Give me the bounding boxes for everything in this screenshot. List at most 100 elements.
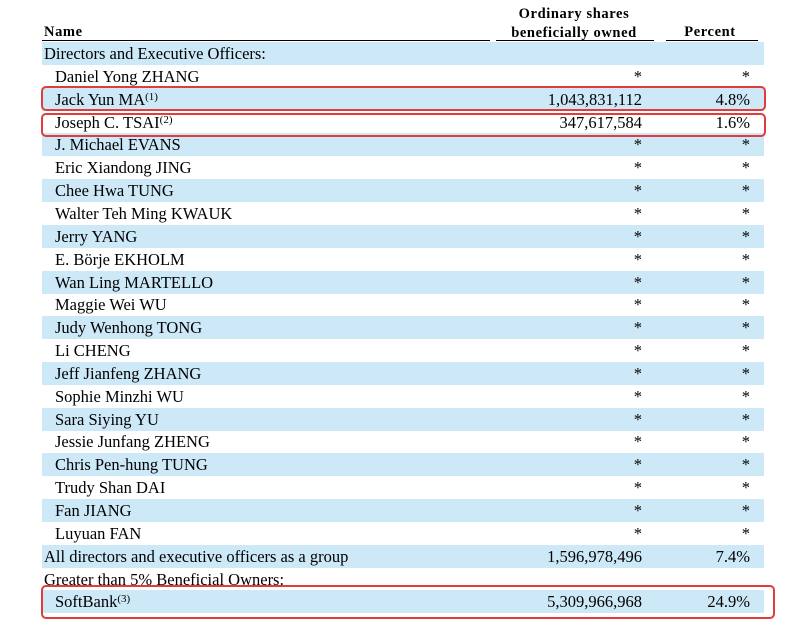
- shares-value: 1,596,978,496: [547, 546, 642, 566]
- holder-name-text: Greater than 5% Beneficial Owners:: [44, 569, 285, 589]
- holder-name: All directors and executive officers as …: [44, 545, 348, 568]
- holder-name-text: Trudy Shan DAI: [55, 478, 166, 498]
- table-row: Jerry YANG * *: [42, 224, 764, 248]
- table-row: Fan JIANG * *: [42, 499, 764, 522]
- table-row: Chris Pen-hung TUNG * *: [42, 453, 764, 477]
- table-row: E. Börje EKHOLM * *: [42, 248, 764, 271]
- percent-value: *: [741, 66, 750, 86]
- shares-value: *: [633, 501, 642, 520]
- holder-name: Directors and Executive Officers:: [44, 42, 266, 65]
- holder-name: Chee Hwa TUNG: [55, 179, 174, 202]
- column-header-shares: Ordinary shares beneficially owned: [490, 5, 658, 43]
- holder-name-text: Jerry YANG: [55, 226, 138, 246]
- shares-value: 1,043,831,112: [547, 89, 642, 109]
- holder-name-text: Judy Wenhong TONG: [55, 318, 203, 338]
- table-row: J. Michael EVANS * *: [42, 133, 764, 157]
- holder-name-text: Chris Pen-hung TUNG: [55, 455, 208, 475]
- holder-name-text: Eric Xiandong JING: [55, 158, 192, 178]
- holder-name-text: Jessie Junfang ZHENG: [55, 432, 210, 452]
- percent-value: 1.6%: [715, 112, 750, 132]
- highlight-box-jack-ma: [41, 86, 766, 111]
- percent-value: *: [741, 455, 750, 475]
- table-row: Trudy Shan DAI * *: [42, 476, 764, 499]
- holder-name: Chris Pen-hung TUNG: [55, 453, 208, 476]
- holder-name-text: Walter Teh Ming KWAUK: [55, 203, 233, 223]
- shares-value: *: [633, 341, 642, 361]
- holder-name-text: Daniel Yong ZHANG: [55, 66, 200, 86]
- shares-value: *: [633, 318, 642, 338]
- holder-name-text: Li CHENG: [55, 341, 131, 361]
- percent-value: *: [741, 295, 750, 315]
- column-header-shares-line1: Ordinary shares: [518, 6, 630, 22]
- percent-value: *: [741, 432, 750, 452]
- percent-value: *: [741, 272, 750, 292]
- table-row: Chee Hwa TUNG * *: [42, 179, 764, 203]
- percent-value: *: [741, 478, 750, 498]
- percent-value: 4.8%: [715, 89, 750, 109]
- holder-name-text: E. Börje EKHOLM: [55, 249, 185, 269]
- section-row: All directors and executive officers as …: [42, 544, 764, 568]
- section-row: Greater than 5% Beneficial Owners:: [42, 568, 764, 591]
- header-rule-percent: [666, 40, 758, 41]
- holder-name: Maggie Wei WU: [55, 293, 167, 316]
- footnote-marker: (1): [145, 90, 158, 103]
- holder-name-text: Sophie Minzhi WU: [55, 386, 184, 406]
- table-row: Jack Yun MA(1) 1,043,831,112 4.8%: [42, 87, 764, 114]
- shares-value: *: [633, 203, 642, 223]
- shares-value: *: [633, 295, 642, 315]
- percent-value: *: [741, 386, 750, 406]
- holder-name-text: Luyuan FAN: [55, 523, 142, 543]
- holder-name: Walter Teh Ming KWAUK: [55, 202, 232, 225]
- shares-value: *: [633, 66, 642, 86]
- percent-value: *: [741, 318, 750, 338]
- holder-name: Jerry YANG: [55, 225, 137, 248]
- column-header-shares-line2: beneficially owned: [511, 25, 637, 41]
- table-row: Jessie Junfang ZHENG * *: [42, 430, 764, 453]
- table-row: Jeff Jianfeng ZHANG * *: [42, 361, 764, 385]
- table-row: Daniel Yong ZHANG * *: [42, 65, 764, 88]
- holder-name: Greater than 5% Beneficial Owners:: [44, 568, 284, 591]
- percent-value: *: [741, 363, 750, 383]
- shares-value: *: [633, 226, 642, 246]
- shares-value: *: [633, 272, 642, 292]
- holder-name-text: Sara Siying YU: [55, 409, 159, 429]
- holder-name-text: Fan JIANG: [55, 501, 132, 520]
- highlight-box-softbank: [41, 585, 775, 619]
- holder-name-text: Joseph C. TSAI: [55, 112, 160, 132]
- holder-name: Jeff Jianfeng ZHANG: [55, 362, 201, 385]
- column-header-name: Name: [44, 24, 83, 40]
- holder-name-text: Chee Hwa TUNG: [55, 181, 174, 201]
- shares-value: *: [633, 158, 642, 178]
- percent-value: *: [741, 181, 750, 201]
- highlight-box-joseph-tsai: [41, 113, 766, 137]
- holder-name-text: Wan Ling MARTELLO: [55, 272, 214, 292]
- section-row: Directors and Executive Officers:: [42, 42, 764, 65]
- holder-name-text: Jeff Jianfeng ZHANG: [55, 363, 202, 383]
- shares-value: *: [633, 135, 642, 155]
- holder-name: Joseph C. TSAI(2): [55, 111, 173, 137]
- shares-value: *: [633, 432, 642, 452]
- table-row: Eric Xiandong JING * *: [42, 156, 764, 179]
- holder-name-text: Maggie Wei WU: [55, 295, 167, 315]
- holder-name: Jack Yun MA(1): [55, 88, 158, 114]
- percent-value: *: [741, 135, 750, 155]
- holder-name-text: Jack Yun MA: [55, 89, 146, 109]
- holder-name-text: J. Michael EVANS: [55, 135, 181, 155]
- table-row: Sophie Minzhi WU * *: [42, 385, 764, 408]
- holder-name: E. Börje EKHOLM: [55, 248, 185, 271]
- holder-name: Wan Ling MARTELLO: [55, 271, 213, 294]
- percent-value: 7.4%: [715, 546, 750, 566]
- shares-value: *: [633, 409, 642, 429]
- percent-value: *: [741, 409, 750, 429]
- shares-value: *: [633, 386, 642, 406]
- percent-value: *: [741, 249, 750, 269]
- shares-value: *: [633, 523, 642, 543]
- percent-value: *: [741, 501, 750, 520]
- table-row: Luyuan FAN * *: [42, 522, 764, 545]
- shares-value: 347,617,584: [559, 112, 643, 132]
- table-row: Maggie Wei WU * *: [42, 293, 764, 316]
- table-row: Joseph C. TSAI(2) 347,617,584 1.6%: [42, 111, 764, 134]
- holder-name: Trudy Shan DAI: [55, 476, 165, 499]
- holder-name-text: All directors and executive officers as …: [44, 546, 349, 566]
- table-row: Walter Teh Ming KWAUK * *: [42, 202, 764, 225]
